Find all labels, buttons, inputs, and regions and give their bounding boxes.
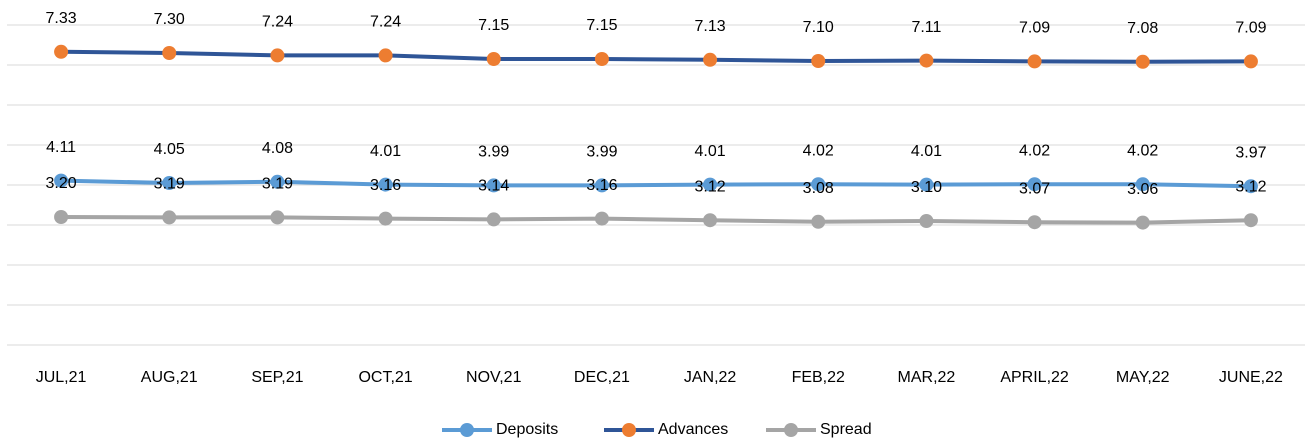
data-label: 7.10 xyxy=(803,19,834,36)
x-tick-label: JUL,21 xyxy=(36,369,87,386)
point xyxy=(54,210,69,224)
data-label: 7.15 xyxy=(478,17,509,34)
data-label: 3.12 xyxy=(695,178,726,195)
point xyxy=(1135,54,1150,69)
x-tick-label: DEC,21 xyxy=(574,369,630,386)
data-label: 7.13 xyxy=(695,18,726,35)
legend-marker xyxy=(622,423,636,437)
point xyxy=(1027,54,1042,69)
data-label: 7.30 xyxy=(154,11,185,28)
data-label: 3.07 xyxy=(1019,180,1050,197)
data-label: 4.05 xyxy=(154,141,185,158)
x-tick-label: MAR,22 xyxy=(898,369,956,386)
point xyxy=(1027,177,1042,192)
point xyxy=(486,52,501,66)
point xyxy=(486,178,501,193)
point xyxy=(1135,177,1150,192)
data-label: 4.02 xyxy=(1019,142,1050,159)
point xyxy=(703,177,718,192)
data-label: 3.19 xyxy=(262,176,293,193)
x-tick-label: JAN,22 xyxy=(684,369,737,386)
data-label: 4.01 xyxy=(370,143,401,160)
data-label: 3.99 xyxy=(586,144,617,161)
point xyxy=(703,52,718,67)
data-label: 3.99 xyxy=(478,144,509,161)
point xyxy=(378,48,393,63)
point xyxy=(919,214,934,228)
data-label: 4.01 xyxy=(911,143,942,160)
point xyxy=(1243,213,1258,228)
data-label: 3.16 xyxy=(370,177,401,194)
data-label: 4.02 xyxy=(803,142,834,159)
x-tick-label: OCT,21 xyxy=(358,369,412,386)
series-line xyxy=(61,178,1251,189)
data-label: 3.10 xyxy=(911,179,942,196)
point xyxy=(1135,215,1150,230)
data-label: 3.06 xyxy=(1127,181,1158,198)
data-label: 4.08 xyxy=(262,140,293,157)
legend-label: Deposits xyxy=(496,421,558,438)
point xyxy=(378,177,393,192)
point xyxy=(270,174,285,189)
data-label: 7.09 xyxy=(1235,20,1266,37)
data-label: 4.01 xyxy=(695,143,726,160)
legend-marker xyxy=(784,423,798,437)
point xyxy=(162,46,177,60)
x-tick-label: AUG,21 xyxy=(141,369,198,386)
data-label: 7.11 xyxy=(911,19,941,36)
data-label: 3.20 xyxy=(46,175,77,192)
x-tick-label: NOV,21 xyxy=(466,369,522,386)
legend-label: Spread xyxy=(820,421,872,438)
point xyxy=(811,214,826,229)
data-label: 3.14 xyxy=(478,178,509,195)
series-line xyxy=(61,49,1251,64)
point xyxy=(1243,179,1258,194)
point xyxy=(486,212,501,227)
x-tick-label: MAY,22 xyxy=(1116,369,1170,386)
point xyxy=(54,44,69,59)
data-label: 3.19 xyxy=(154,176,185,193)
point xyxy=(594,52,609,66)
point xyxy=(1243,54,1258,69)
point xyxy=(378,211,393,226)
x-tick-label: JUNE,22 xyxy=(1219,369,1283,386)
data-label: 4.11 xyxy=(46,139,76,156)
point xyxy=(594,178,609,193)
data-label: 3.16 xyxy=(586,177,617,194)
data-label: 7.33 xyxy=(46,10,77,27)
point xyxy=(811,54,826,68)
data-label: 7.08 xyxy=(1127,20,1158,37)
data-label: 4.02 xyxy=(1127,142,1158,159)
data-label: 7.09 xyxy=(1019,20,1050,37)
data-label: 7.24 xyxy=(370,14,401,31)
x-tick-label: SEP,21 xyxy=(251,369,303,386)
point xyxy=(811,177,826,192)
point xyxy=(594,211,609,226)
point xyxy=(270,210,285,225)
data-label: 3.97 xyxy=(1235,144,1266,161)
point xyxy=(162,210,177,225)
legend-marker xyxy=(460,423,474,437)
data-label: 7.24 xyxy=(262,14,293,31)
data-label: 3.12 xyxy=(1235,178,1266,195)
point xyxy=(270,48,285,63)
point xyxy=(162,176,177,190)
point xyxy=(919,177,934,192)
data-label: 7.15 xyxy=(586,17,617,34)
x-tick-label: APRIL,22 xyxy=(1000,369,1069,386)
x-tick-label: FEB,22 xyxy=(792,369,845,386)
point xyxy=(703,213,718,228)
series-line xyxy=(61,215,1251,225)
point xyxy=(54,173,69,188)
point xyxy=(919,53,934,68)
point xyxy=(1027,215,1042,230)
data-label: 3.08 xyxy=(803,180,834,197)
legend-label: Advances xyxy=(658,421,728,438)
